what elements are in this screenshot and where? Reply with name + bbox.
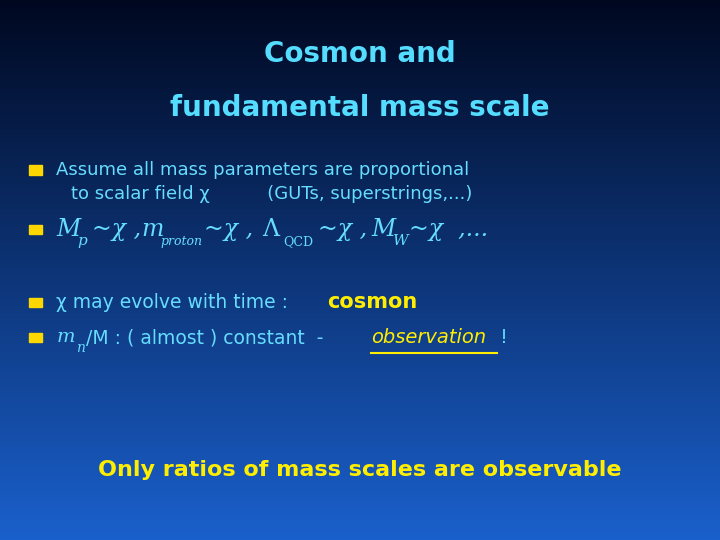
Text: Λ: Λ (262, 218, 279, 241)
Bar (29, 298, 42, 307)
Text: M: M (372, 218, 396, 241)
Bar (29, 333, 42, 342)
Bar (29, 165, 42, 175)
Text: cosmon: cosmon (327, 292, 417, 313)
Text: M: M (56, 218, 81, 241)
Text: Only ratios of mass scales are observable: Only ratios of mass scales are observabl… (98, 460, 622, 480)
Text: ~χ ,: ~χ , (204, 218, 253, 241)
Text: QCD: QCD (284, 235, 314, 248)
Text: proton: proton (161, 235, 202, 248)
Text: ~χ ,: ~χ , (318, 218, 367, 241)
Text: ~χ  ,...: ~χ ,... (409, 218, 488, 241)
Text: W: W (393, 234, 409, 248)
Text: fundamental mass scale: fundamental mass scale (170, 94, 550, 122)
Text: Assume all mass parameters are proportional: Assume all mass parameters are proportio… (56, 161, 469, 179)
Text: χ may evolve with time :: χ may evolve with time : (56, 293, 294, 312)
Text: /M : ( almost ) constant  -: /M : ( almost ) constant - (86, 328, 330, 347)
Text: Cosmon and: Cosmon and (264, 40, 456, 68)
Text: m: m (141, 218, 163, 241)
Text: p: p (78, 234, 88, 248)
Text: ~χ ,: ~χ , (92, 218, 141, 241)
Bar (29, 225, 42, 234)
Text: n: n (76, 341, 85, 355)
Text: to scalar field χ          (GUTs, superstrings,...): to scalar field χ (GUTs, superstrings,..… (71, 185, 472, 204)
Text: observation: observation (371, 328, 486, 347)
Text: !: ! (500, 328, 508, 347)
Text: m: m (56, 328, 75, 347)
